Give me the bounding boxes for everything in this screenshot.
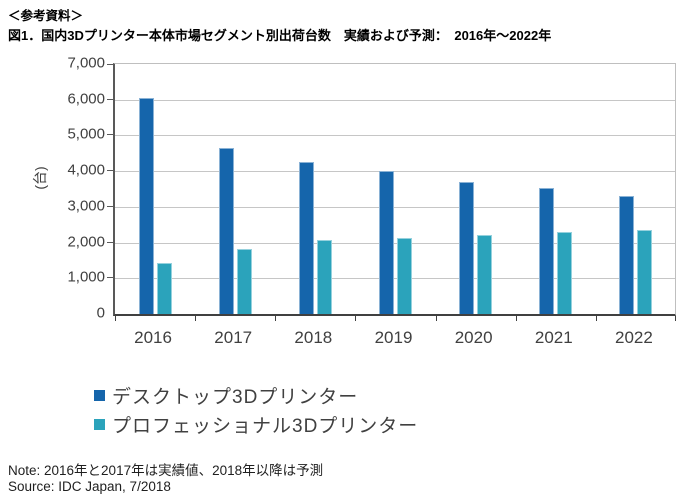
plot-area bbox=[107, 63, 676, 321]
bar-プロフェッショナル3Dプリンター-2019 bbox=[397, 237, 412, 314]
x-axis-label-2018: 2018 bbox=[294, 328, 333, 347]
bar-デスクトップ3Dプリンター-2017 bbox=[218, 147, 234, 314]
legend-label-1: プロフェッショナル3Dプリンター bbox=[112, 416, 419, 437]
bar-デスクトップ3Dプリンター-2021 bbox=[539, 188, 555, 314]
y-axis-label-5000: 5,000 bbox=[67, 125, 105, 143]
note-text: Note: 2016年と2017年は実績値、2018年以降は予測 bbox=[8, 463, 324, 478]
y-axis-label-4000: 4,000 bbox=[67, 161, 105, 179]
bar-プロフェッショナル3Dプリンター-2016 bbox=[156, 262, 172, 314]
y-tick-mark-5000 bbox=[107, 134, 113, 136]
bar-デスクトップ3Dプリンター-2019 bbox=[379, 171, 394, 314]
x-tick-mark-6 bbox=[595, 316, 597, 321]
y-tick-mark-7000 bbox=[107, 64, 113, 65]
gridline-4000 bbox=[115, 171, 675, 173]
x-tick-mark-7 bbox=[675, 316, 676, 321]
x-tick-mark-1 bbox=[195, 316, 197, 321]
bar-プロフェッショナル3Dプリンター-2022 bbox=[637, 230, 653, 314]
bar-デスクトップ3Dプリンター-2020 bbox=[459, 181, 475, 314]
x-axis-labels: 2016 2017 2018 2019 2020 2021 2022 bbox=[113, 328, 676, 350]
source-text: Source: IDC Japan, 7/2018 bbox=[8, 479, 171, 494]
x-axis-label-2022: 2022 bbox=[615, 328, 653, 347]
y-axis-label-0: 0 bbox=[96, 304, 105, 322]
y-axis-labels: 0 1,000 2,000 3,000 4,000 5,000 6,000 7,000 bbox=[30, 55, 105, 322]
y-tick-mark-4000 bbox=[107, 170, 113, 172]
legend-swatch-0 bbox=[94, 390, 105, 401]
x-axis-label-2020: 2020 bbox=[454, 328, 493, 347]
y-axis-label-6000: 6,000 bbox=[67, 90, 105, 108]
bar-プロフェッショナル3Dプリンター-2021 bbox=[557, 231, 573, 314]
y-axis-label-7000: 7,000 bbox=[67, 54, 105, 72]
legend-item-1: プロフェッショナル3Dプリンター bbox=[94, 410, 418, 439]
gridline-5000 bbox=[115, 135, 675, 137]
x-axis-label-2017: 2017 bbox=[214, 328, 253, 347]
legend-swatch-1 bbox=[94, 419, 105, 430]
y-axis-label-2000: 2,000 bbox=[67, 233, 105, 251]
gridline-1000 bbox=[115, 278, 675, 280]
x-tick-mark-4 bbox=[435, 316, 437, 321]
x-tick-mark-0 bbox=[115, 316, 116, 321]
reference-label: ＜参考資料＞ bbox=[8, 9, 84, 23]
bar-プロフェッショナル3Dプリンター-2017 bbox=[236, 248, 252, 314]
x-axis-label-2019: 2019 bbox=[374, 328, 413, 347]
y-tick-mark-2000 bbox=[107, 241, 113, 243]
bar-プロフェッショナル3Dプリンター-2020 bbox=[477, 235, 493, 314]
x-tick-mark-5 bbox=[515, 316, 517, 321]
x-axis-label-2021: 2021 bbox=[534, 328, 573, 347]
x-axis-label-2016: 2016 bbox=[134, 328, 172, 347]
chart-legend: デスクトップ3Dプリンタープロフェッショナル3Dプリンター bbox=[94, 381, 418, 439]
y-axis-label-3000: 3,000 bbox=[67, 197, 105, 215]
bar-デスクトップ3Dプリンター-2022 bbox=[619, 196, 635, 314]
y-tick-mark-1000 bbox=[107, 277, 113, 279]
y-tick-mark-3000 bbox=[107, 205, 113, 207]
bar-プロフェッショナル3Dプリンター-2018 bbox=[316, 240, 332, 314]
y-axis-label-1000: 1,000 bbox=[67, 268, 105, 286]
gridline-2000 bbox=[115, 242, 675, 244]
gridline-6000 bbox=[115, 99, 675, 101]
x-tick-mark-2 bbox=[275, 316, 277, 321]
bar-デスクトップ3Dプリンター-2018 bbox=[298, 161, 314, 314]
chart-title: 図1．国内3Dプリンター本体市場セグメント別出荷台数 実績および予測： 2016… bbox=[8, 28, 552, 43]
bar-デスクトップ3Dプリンター-2016 bbox=[138, 97, 154, 314]
legend-item-0: デスクトップ3Dプリンター bbox=[94, 381, 418, 410]
x-tick-mark-3 bbox=[355, 316, 357, 321]
y-tick-mark-6000 bbox=[107, 98, 113, 100]
gridline-3000 bbox=[115, 206, 675, 208]
legend-label-0: デスクトップ3Dプリンター bbox=[112, 387, 359, 408]
